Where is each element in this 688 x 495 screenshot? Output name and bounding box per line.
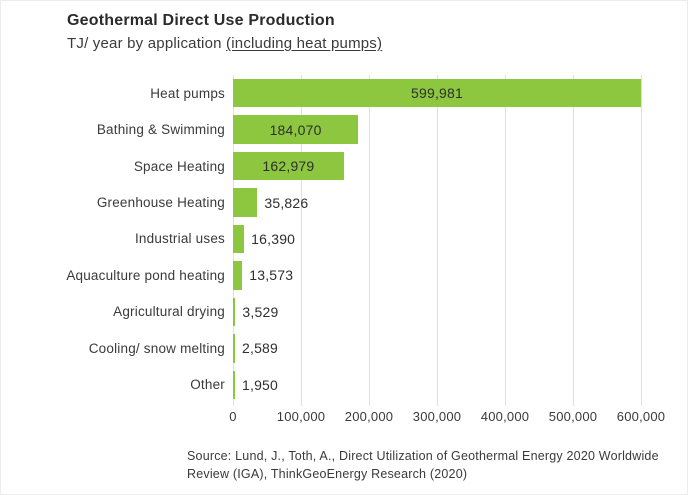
x-tick-label: 0 [229,409,237,424]
bar-row: 13,573 [233,257,641,293]
bar [233,261,243,290]
gridline [301,75,302,406]
category-label: Agricultural drying [113,304,225,320]
bar [233,370,235,399]
value-label: 599,981 [410,85,463,102]
category-label: Aquaculture pond heating [66,267,225,283]
bar-row: 162,979 [233,148,641,184]
value-label: 35,826 [264,194,309,211]
bar [233,334,235,363]
bar [233,79,641,108]
category-label: Industrial uses [134,231,225,247]
category-label: Heat pumps [150,85,225,101]
chart-title: Geothermal Direct Use Production [67,12,335,29]
bar-row: 184,070 [233,111,641,147]
x-axis: 0 100,000 200,000 300,000 400,000 500,000 600,… [229,409,665,427]
category-label: Greenhouse Heating [96,195,225,211]
bar [233,224,245,254]
value-label: 1,950 [242,376,279,393]
value-label: 3,529 [242,303,279,320]
gridline [437,75,438,406]
value-label: 184,070 [269,121,322,138]
x-tick-label: 300,000 [412,409,462,424]
bar [233,297,236,327]
bar-series: 599,981 184,070 162,979 35,826 16,390 13,573 3… [233,75,641,403]
category-label: Space Heating [133,158,225,174]
bar-row: 1,950 [233,367,641,403]
category-axis: Heat pumps Bathing & Swimming Space Heatin… [1,75,233,403]
chart-subtitle: TJ/ year by application (including heat … [67,34,382,54]
x-tick-label: 100,000 [276,409,326,424]
category-label: Bathing & Swimming [96,122,225,138]
gridline [505,75,506,406]
bar-row: 599,981 [233,75,641,111]
bar [233,188,258,217]
plot-area: 599,981 184,070 162,979 35,826 16,390 13,573 3… [233,75,642,406]
gridline [573,75,574,406]
source-note: Source: Lund, J., Toth, A., Direct Utili… [187,448,659,483]
x-tick-label: 500,000 [548,409,598,424]
bar [233,115,359,144]
subtitle-underlined-text: (including heat pumps) [226,34,383,52]
value-label: 16,390 [251,230,296,247]
x-tick-label: 400,000 [480,409,530,424]
bar-row: 2,589 [233,330,641,366]
value-label: 13,573 [249,267,294,284]
source-line-1: Source: Lund, J., Toth, A., Direct Utili… [187,449,659,463]
category-label: Other [190,377,225,393]
gridline [369,75,370,406]
bar [233,151,344,181]
source-line-2: Review (IGA), ThinkGeoEnergy Research (2… [187,466,468,481]
chart-header: Geothermal Direct Use Production TJ/ yea… [67,11,382,54]
value-label: 162,979 [262,158,315,175]
category-label: Cooling/ snow melting [88,340,225,356]
bar-row: 16,390 [233,221,641,257]
x-tick-label: 600,000 [616,409,666,424]
bar-row: 3,529 [233,294,641,330]
x-tick-label: 200,000 [344,409,394,424]
value-label: 2,589 [242,340,279,357]
gridline [641,75,642,406]
subtitle-text: TJ/ year by application [67,34,227,52]
bar-row: 35,826 [233,184,641,220]
